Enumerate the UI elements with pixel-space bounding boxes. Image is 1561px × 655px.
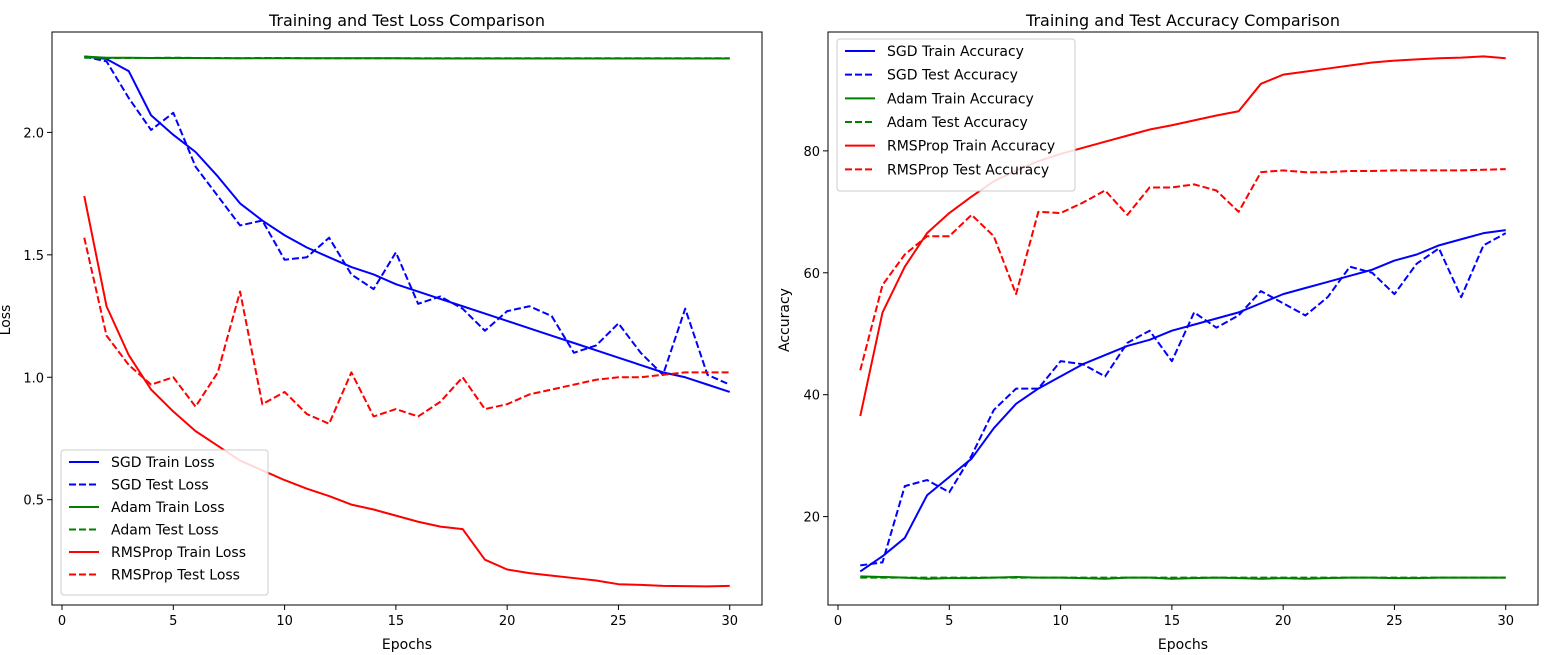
loss-legend-label-1: SGD Test Loss [111, 478, 209, 494]
loss-xtick-label-3: 15 [388, 614, 405, 629]
accuracy-xtick-label-3: 15 [1164, 614, 1181, 629]
accuracy-legend-label-3: Adam Test Accuracy [887, 115, 1028, 131]
accuracy-ytick-label-3: 80 [803, 145, 820, 160]
loss-xtick-label-5: 25 [610, 614, 627, 629]
accuracy-xtick-label-5: 25 [1386, 614, 1403, 629]
loss-ytick-label-3: 2.0 [23, 126, 44, 141]
loss-series-line-5 [83, 237, 730, 425]
accuracy-xtick-label-6: 30 [1497, 614, 1514, 629]
loss-legend-label-3: Adam Test Loss [111, 523, 219, 539]
accuracy-series-line-1 [860, 232, 1507, 567]
accuracy-legend-box [836, 38, 1076, 192]
loss-ytick-label-0: 0.5 [23, 494, 44, 509]
accuracy-chart: Training and Test Accuracy Comparison 0 5… [777, 11, 1539, 653]
loss-chart: Training and Test Loss Comparison 0 5 10 15… [0, 11, 763, 653]
accuracy-ytick-label-2: 60 [803, 267, 820, 282]
loss-xtick-label-4: 20 [499, 614, 516, 629]
accuracy-legend-label-0: SGD Train Accuracy [887, 44, 1024, 60]
loss-series-line-1 [84, 55, 731, 386]
loss-axes-frame [51, 31, 763, 606]
accuracy-legend-label-2: Adam Train Accuracy [887, 91, 1034, 107]
accuracy-xtick-label-1: 5 [945, 614, 953, 629]
loss-chart-ylabel: Loss [0, 305, 14, 336]
accuracy-chart-title: Training and Test Accuracy Comparison [1025, 11, 1340, 30]
accuracy-series-line-5 [859, 168, 1506, 371]
loss-ytick-label-1: 1.0 [23, 371, 44, 386]
loss-legend-box [60, 449, 269, 596]
accuracy-ytick-label-1: 40 [803, 389, 820, 404]
accuracy-xtick-label-2: 10 [1052, 614, 1069, 629]
accuracy-series-line-4 [859, 55, 1506, 417]
accuracy-xtick-label-0: 0 [834, 614, 842, 629]
loss-legend: SGD Train Loss SGD Test Loss Adam Train Lo… [60, 449, 269, 596]
accuracy-series-line-0 [859, 229, 1506, 573]
loss-legend-label-0: SGD Train Loss [111, 455, 215, 471]
accuracy-legend-label-5: RMSProp Test Accuracy [887, 162, 1049, 178]
loss-series-line-4 [83, 195, 730, 588]
loss-xtick-label-6: 30 [721, 614, 738, 629]
loss-xtick-label-2: 10 [276, 614, 293, 629]
loss-series-line-0 [84, 55, 731, 393]
loss-ytick-label-2: 1.5 [23, 249, 44, 264]
loss-xtick-label-1: 5 [169, 614, 177, 629]
accuracy-ytick-label-0: 20 [803, 511, 820, 526]
accuracy-chart-ylabel: Accuracy [777, 288, 793, 352]
accuracy-legend-label-1: SGD Test Accuracy [887, 68, 1018, 84]
accuracy-axes-frame [827, 31, 1539, 606]
loss-legend-label-4: RMSProp Train Loss [111, 545, 246, 561]
loss-legend-label-5: RMSProp Test Loss [111, 568, 240, 584]
accuracy-legend: SGD Train Accuracy SGD Test Accuracy Adam … [836, 38, 1076, 192]
loss-xtick-label-0: 0 [58, 614, 66, 629]
loss-chart-title: Training and Test Loss Comparison [268, 11, 545, 30]
accuracy-xtick-label-4: 20 [1275, 614, 1292, 629]
loss-legend-label-2: Adam Train Loss [111, 500, 225, 516]
accuracy-legend-label-4: RMSProp Train Accuracy [887, 139, 1055, 155]
accuracy-chart-xlabel: Epochs [1158, 637, 1208, 653]
loss-chart-xlabel: Epochs [382, 637, 432, 653]
